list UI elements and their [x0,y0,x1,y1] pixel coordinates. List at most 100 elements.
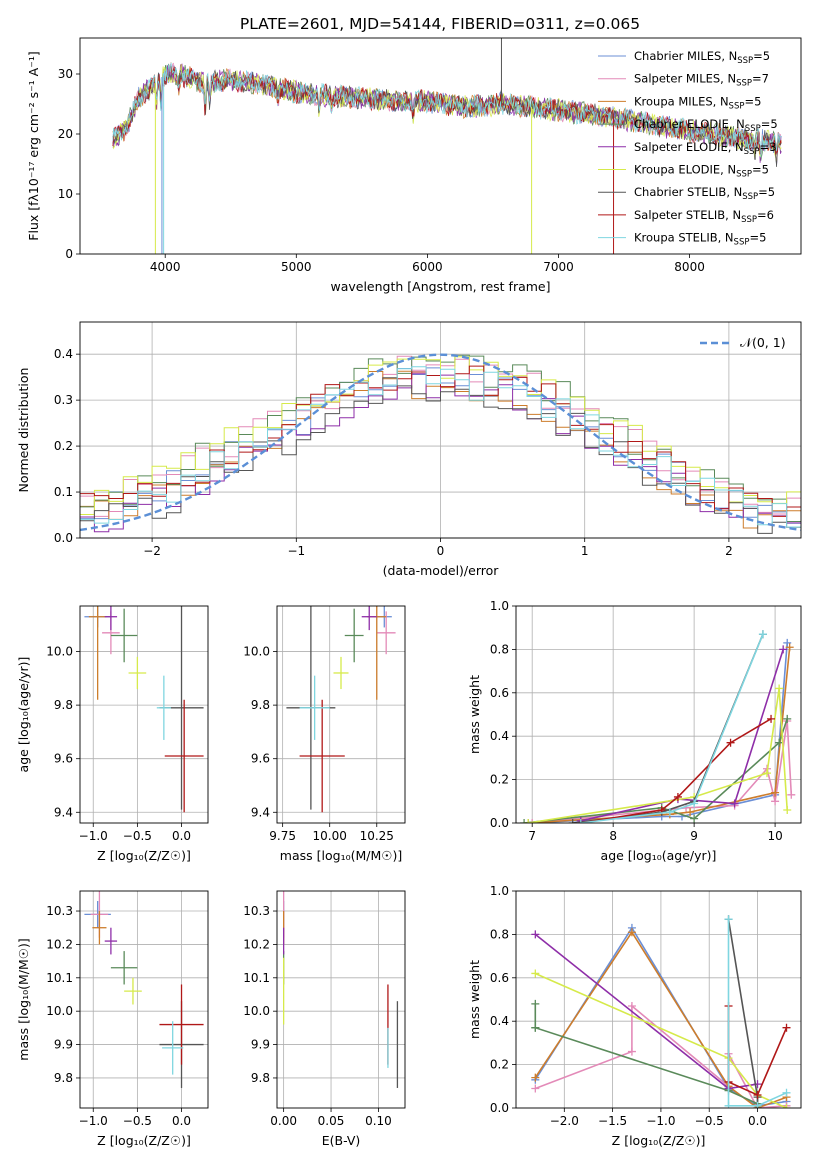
weight-marker-salpeter_elodie [779,645,788,654]
x-tick-label: −2 [143,544,161,558]
x-tick-label: 2 [725,544,733,558]
weight-marker-salpeter_elodie [531,930,540,939]
y-tick-label: 10 [58,187,73,201]
plot-area [84,891,204,1088]
x-tick-label: 7000 [543,260,574,274]
x-axis-label: age [log₁₀(age/yr)] [601,848,717,863]
x-tick-label: 6000 [412,260,443,274]
y-tick-label: 10.2 [46,937,73,951]
x-axis-label: (data-model)/error [383,563,500,578]
weight-marker-chabrier_elodie [520,819,529,823]
weight-marker-chabrier_elodie [690,814,699,823]
x-tick-label: 0.05 [318,1114,345,1128]
spectrum-line-kroupa_stelib [112,62,782,158]
weight-marker-kroupa_elodie [782,1104,791,1108]
panel-mass_vs_ebv: 0.00 0.05 0.10 9.8 9.9 10.0 10.1 10.2 10.3 E(B-V) [243,890,406,1148]
x-tick-label: 0.10 [365,1114,392,1128]
spectrum-line-kroupa_miles [112,62,782,159]
weight-marker-salpeter_elodie [730,799,739,808]
weight-marker-kroupa_stelib [576,819,585,823]
y-tick-label: 0.3 [54,393,73,407]
panel-age_vs_z: −1.0 −0.5 0.0 9.4 9.6 9.8 10.0 Z [log₁₀(Z/Z☉)] a… [16,605,209,863]
weight-line-chabrier_stelib [572,633,764,823]
panel-weight_vs_age: 7 8 9 10 0.0 0.2 0.4 0.6 0.8 1.0 age [log₁₀(age/yr… [467,599,802,863]
x-tick-label: 0.00 [270,1114,297,1128]
histogram-kroupa_stelib [80,366,801,528]
x-tick-label: 0.0 [172,829,191,843]
y-tick-label: 10.1 [46,971,73,985]
legend-label: Kroupa MILES, NSSP=5 [634,94,761,111]
x-tick-label: −1.0 [646,1114,675,1128]
weight-marker-kroupa_miles [785,643,794,652]
y-tick-label: 9.6 [251,752,270,766]
y-tick-label: 10.3 [46,904,73,918]
plot-area [520,630,796,823]
weight-line-salpeter_elodie [534,933,758,1090]
plot-area [531,915,791,1108]
weight-marker-kroupa_stelib [753,1101,762,1108]
y-axis-label: mass [log₁₀(M/M☉)] [16,938,31,1060]
y-tick-label: 9.6 [54,752,73,766]
weight-marker-kroupa_miles [771,788,780,797]
weight-marker-chabrier_elodie [775,738,784,747]
weight-marker-salpeter_miles [531,1084,540,1093]
plot-area [112,38,782,254]
y-tick-label: 0.0 [490,816,509,830]
plot-area [282,891,399,1088]
x-tick-label: 8 [609,829,617,843]
y-tick-label: 0.4 [54,347,73,361]
weight-line-kroupa_miles [528,647,791,823]
weight-marker-salpeter_miles [627,1002,636,1011]
x-axis-label: wavelength [Angstrom, rest frame] [330,279,550,294]
y-tick-label: 10.0 [243,1004,270,1018]
x-tick-label: −2.0 [550,1114,579,1128]
weight-marker-kroupa_stelib [665,808,674,817]
y-tick-label: 0.0 [54,531,73,545]
weight-marker-salpeter_miles [787,790,796,799]
y-tick-label: 9.8 [54,1071,73,1085]
figure-title: PLATE=2601, MJD=54144, FIBERID=0311, z=0… [240,15,640,33]
legend-label: Kroupa STELIB, NSSP=5 [634,231,766,248]
x-tick-label: 8000 [674,260,705,274]
y-tick-label: 9.4 [251,805,270,819]
panel-spectrum: 4000 5000 6000 7000 8000 0 10 20 30 wavelength [A… [26,37,802,294]
axes-frame [276,605,406,824]
weight-marker-chabrier_miles [783,638,792,647]
weight-marker-salpeter_stelib [673,792,682,801]
axes-frame [79,890,209,1109]
y-tick-label: 30 [58,67,73,81]
y-tick-label: 0.8 [490,642,509,656]
x-tick-label: −1.5 [598,1114,627,1128]
plot-area [80,353,801,534]
y-tick-label: 0.4 [490,729,509,743]
y-tick-label: 10.0 [46,645,73,659]
x-tick-label: −0.5 [123,829,152,843]
weight-marker-salpeter_miles [771,797,780,806]
weight-marker-kroupa_stelib [724,1101,733,1108]
x-tick-label: 0.0 [172,1114,191,1128]
x-tick-label: 1 [581,544,589,558]
plot-area [286,606,396,813]
y-tick-label: 9.4 [54,805,73,819]
weight-marker-kroupa_elodie [783,805,792,814]
axes-frame [276,890,406,1109]
weight-line-kroupa_elodie [527,688,788,823]
y-tick-label: 10.0 [46,1004,73,1018]
normal-curve [80,353,801,532]
y-tick-label: 0.1 [54,485,73,499]
weight-marker-salpeter_miles [627,1047,636,1056]
legend-label: Salpeter ELODIE, NSSP=3 [634,140,777,157]
axes-frame [79,605,209,824]
weight-marker-kroupa_stelib [690,799,699,808]
x-tick-label: 10.25 [360,829,394,843]
axes-frame [79,37,802,255]
weight-line-salpeter_elodie [580,649,784,822]
x-axis-label: Z [log₁₀(Z/Z☉)] [97,1133,191,1148]
weight-marker-kroupa_stelib [782,1088,791,1097]
y-tick-label: 1.0 [490,599,509,613]
weight-line-kroupa_elodie [534,972,787,1108]
weight-marker-chabrier_elodie [531,1023,540,1032]
weight-marker-salpeter_stelib [767,714,776,723]
weight-marker-kroupa_elodie [775,684,784,693]
weight-marker-chabrier_stelib [568,819,577,823]
